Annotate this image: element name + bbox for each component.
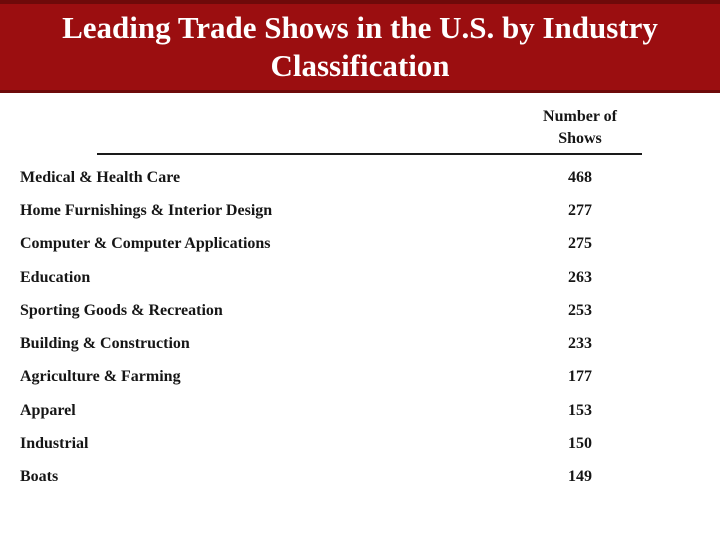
table-row: Apparel 153	[0, 394, 720, 427]
industry-label: Home Furnishings & Interior Design	[20, 201, 273, 219]
industry-label: Education	[20, 268, 91, 286]
show-count-value: 149	[568, 468, 592, 486]
industry-label: Agriculture & Farming	[20, 368, 181, 386]
value-column-header-line1: Number of	[543, 108, 617, 125]
slide-title-line2: Classification	[270, 48, 450, 83]
table-row: Home Furnishings & Interior Design 277	[0, 194, 720, 227]
industry-label: Building & Construction	[20, 335, 190, 353]
table-row: Education 263	[0, 261, 720, 294]
industry-label: Sporting Goods & Recreation	[20, 301, 223, 319]
show-count-value: 150	[568, 435, 592, 453]
industry-label: Medical & Health Care	[20, 168, 181, 186]
table-row: Computer & Computer Applications 275	[0, 228, 720, 261]
show-count-value: 253	[568, 301, 592, 319]
industry-table: Medical & Health Care 468 Home Furnishings…	[0, 161, 720, 494]
show-count-value: 468	[568, 168, 592, 186]
slide-title-line1: Leading Trade Shows in the U.S. by Indus…	[62, 10, 658, 45]
industry-label: Industrial	[20, 435, 89, 453]
show-count-value: 153	[568, 401, 592, 419]
slide-body: Number of Shows Medical & Health Care 468…	[0, 106, 720, 494]
industry-label: Boats	[20, 468, 59, 486]
show-count-value: 263	[568, 268, 592, 286]
show-count-value: 233	[568, 335, 592, 353]
show-count-value: 177	[568, 368, 592, 386]
table-row: Building & Construction 233	[0, 327, 720, 360]
industry-label: Computer & Computer Applications	[20, 235, 271, 253]
show-count-value: 277	[568, 201, 592, 219]
table-row: Agriculture & Farming 177	[0, 361, 720, 394]
show-count-value: 275	[568, 235, 592, 253]
table-row: Boats 149	[0, 461, 720, 494]
title-bar: Leading Trade Shows in the U.S. by Indus…	[0, 0, 720, 93]
industry-label: Apparel	[20, 401, 76, 419]
column-header-rule	[97, 153, 642, 155]
table-row: Medical & Health Care 468	[0, 161, 720, 194]
value-column-header-line2: Shows	[558, 130, 602, 147]
table-row: Sporting Goods & Recreation 253	[0, 294, 720, 327]
value-column-header: Number of Shows	[515, 106, 645, 150]
table-row: Industrial 150	[0, 427, 720, 460]
